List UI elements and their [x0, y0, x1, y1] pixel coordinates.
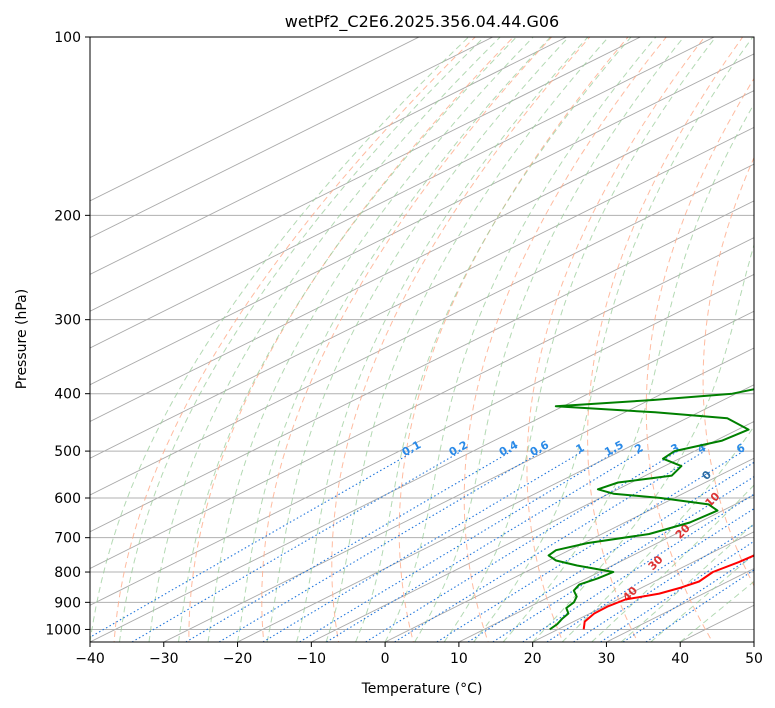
dry-adiabat-line [331, 37, 591, 642]
moist-adiabat-line [502, 103, 754, 642]
y-tick-label: 200 [54, 208, 81, 224]
y-axis: 100 200 300 400 500 600 700 800 900 1000 [45, 30, 90, 638]
x-tick-label: 50 [745, 651, 763, 667]
x-tick-label: 10 [450, 651, 468, 667]
moist-adiabat-line [178, 37, 517, 642]
isotherm-line [90, 237, 754, 569]
y-axis-title: Pressure (hPa) [14, 289, 30, 389]
moist-adiabat-line [561, 425, 754, 642]
isotherm-line [90, 37, 716, 349]
moist-adiabat-line [119, 37, 485, 642]
moist-adiabat-line [650, 553, 754, 642]
moist-adiabats [90, 37, 754, 642]
mixing-ratio-line [326, 450, 643, 642]
x-tick-label: 20 [524, 651, 542, 667]
y-tick-label: 1000 [45, 622, 81, 638]
isotherm-line [90, 200, 754, 533]
x-axis-title: Temperature (°C) [361, 681, 483, 697]
moist-adiabat-line [355, 37, 632, 642]
mixing-ratio-line [262, 450, 584, 642]
isotherm-line [90, 53, 754, 386]
moist-adiabat-line [325, 37, 609, 642]
dry-adiabat-line [645, 77, 754, 642]
profiles [547, 388, 754, 631]
mixing-ratio-line [90, 450, 415, 638]
dry-adiabat-line [188, 37, 515, 642]
moist-adiabat-line [443, 37, 717, 642]
y-tick-label: 800 [54, 565, 81, 581]
moist-adiabat-line [237, 37, 551, 642]
x-tick-label: −30 [149, 651, 179, 667]
dry-adiabat-line [113, 37, 476, 642]
y-tick-label: 400 [54, 387, 81, 403]
y-tick-label: 300 [54, 313, 81, 329]
x-tick-label: 40 [671, 651, 689, 667]
y-tick-label: 500 [54, 444, 81, 460]
isotherm-line [90, 163, 754, 496]
moist-adiabat-line [620, 522, 754, 642]
mixing-ratio-line [218, 450, 543, 642]
isotherm-line [236, 384, 754, 642]
dry-adiabats [113, 37, 754, 642]
mixing-ratio-line [299, 450, 618, 642]
mixing-ratio-line [622, 554, 754, 642]
x-tick-label: −10 [297, 651, 327, 667]
dry-adiabat-line [702, 156, 754, 587]
moist-adiabat-line [384, 37, 657, 642]
y-tick-label: 100 [54, 30, 81, 46]
isotherm-line [90, 90, 754, 422]
chart-title: wetPf2_C2E6.2025.356.04.44.G06 [285, 12, 559, 32]
isotherm-line [90, 126, 754, 459]
dry-adiabat-line [463, 37, 667, 642]
isotherms [90, 37, 754, 642]
x-tick-label: −40 [75, 651, 105, 667]
moist-adiabat-line [532, 243, 754, 642]
isotherm-line [90, 310, 754, 642]
mixing-ratio-line [436, 450, 744, 642]
temperature-profile-line [582, 554, 754, 630]
mixing-ratio-line [365, 450, 679, 642]
isotherm-line [162, 347, 754, 642]
y-tick-label: 700 [54, 531, 81, 547]
moist-adiabat-line [414, 37, 685, 642]
isotherm-line [310, 420, 754, 642]
dry-adiabat-line [261, 37, 553, 642]
x-tick-label: −20 [223, 651, 253, 667]
mixing-ratio-line [522, 493, 754, 642]
moist-adiabat-line [473, 37, 754, 642]
moist-adiabat-line [266, 37, 570, 642]
isotherm-line [90, 37, 568, 275]
mixing-ratio-line [394, 450, 705, 642]
y-tick-label: 600 [54, 491, 81, 507]
mixing-ratio-lines [90, 450, 754, 642]
moist-adiabat-line [90, 37, 469, 642]
mixing-ratio-line [467, 461, 754, 642]
x-tick-label: 30 [598, 651, 616, 667]
dewpoint-profile-line [547, 388, 754, 631]
isotherm-line [90, 37, 642, 312]
isotherm-line [384, 457, 754, 642]
moist-adiabat-line [296, 37, 589, 642]
dry-adiabat-line [587, 37, 744, 642]
isotherm-line [90, 37, 494, 239]
isotherm-line [90, 273, 754, 606]
x-tick-label: 0 [381, 651, 390, 667]
plot-area: 0.10.20.40.611.52346810131620253036-100-… [90, 37, 754, 642]
plot-frame [89, 36, 755, 643]
y-tick-label: 900 [54, 595, 81, 611]
x-axis: −40 −30 −20 −10 0 10 20 30 40 50 [75, 642, 763, 667]
moist-adiabat-line [207, 37, 534, 642]
isotherm-line [90, 37, 421, 202]
